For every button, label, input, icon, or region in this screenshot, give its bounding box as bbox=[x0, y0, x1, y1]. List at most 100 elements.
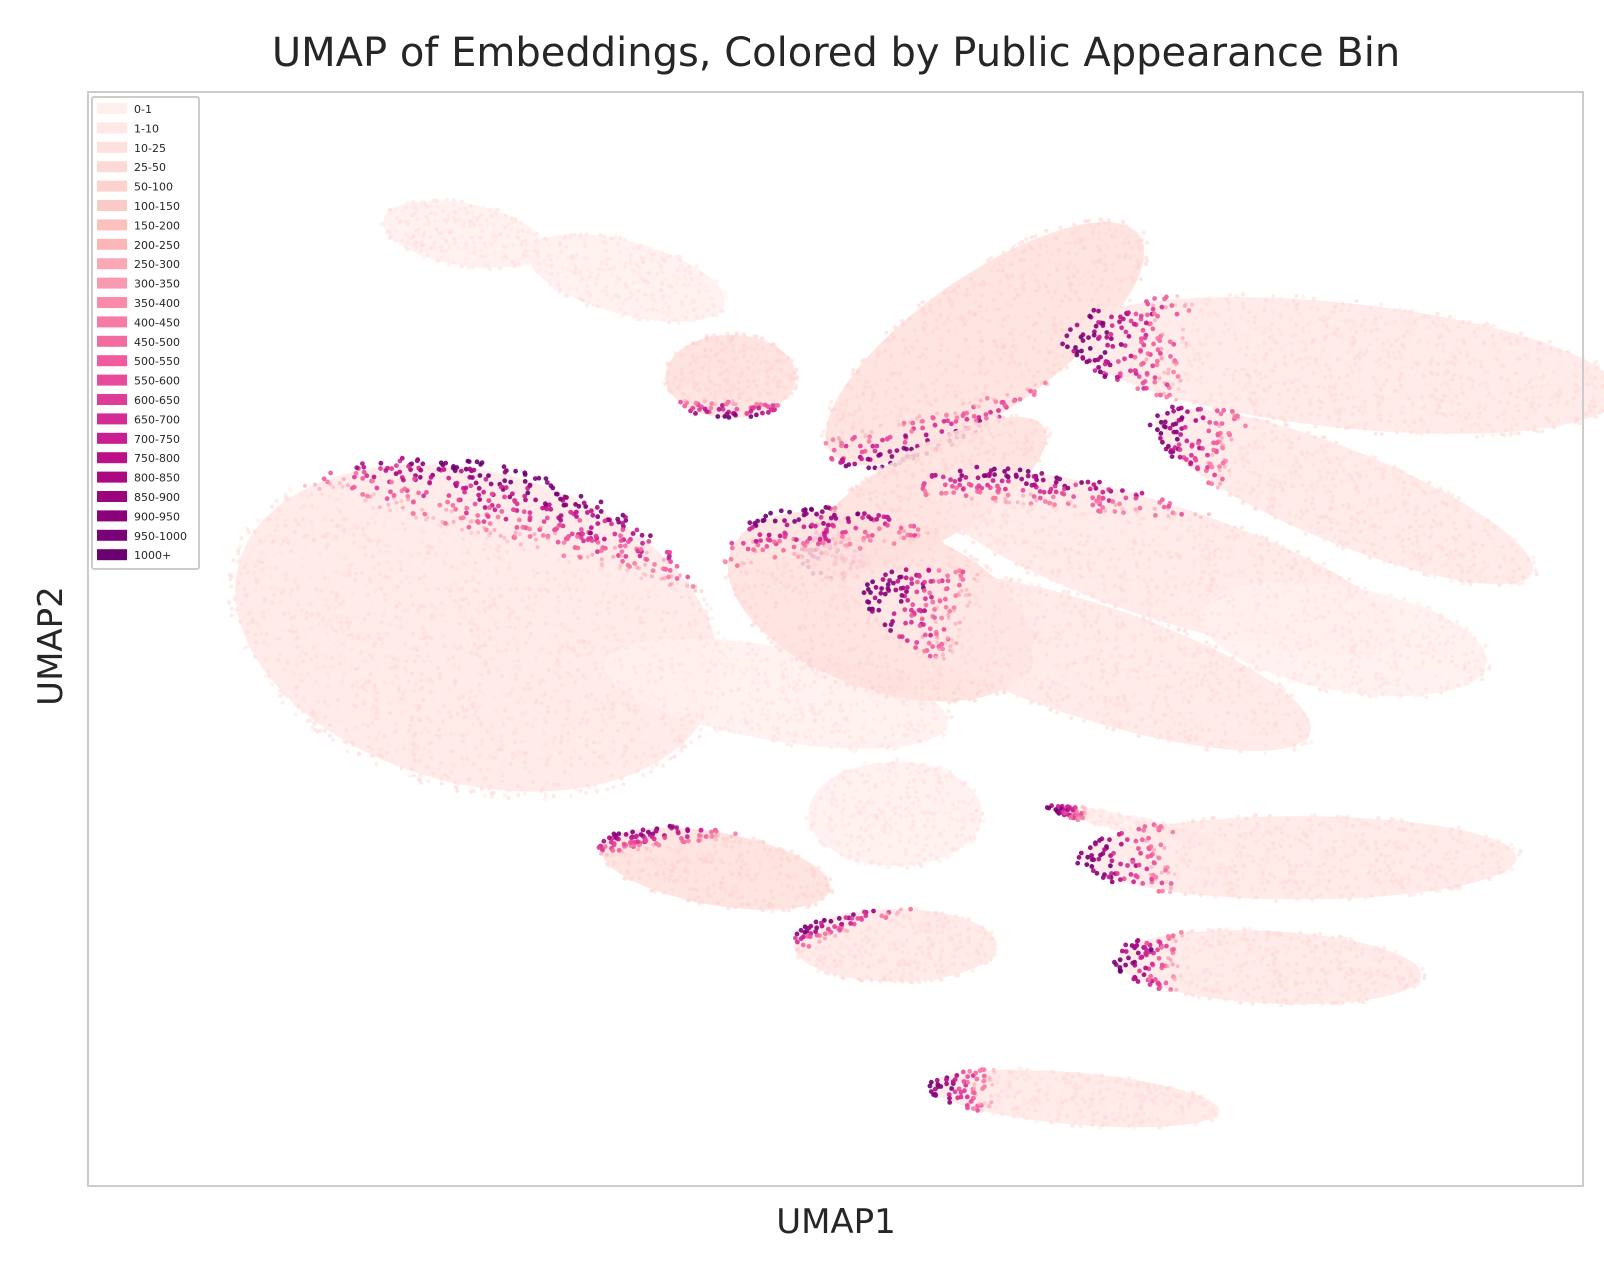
data-point bbox=[1152, 318, 1157, 323]
data-point bbox=[432, 219, 437, 224]
data-point bbox=[951, 363, 956, 368]
data-point bbox=[1259, 376, 1264, 381]
data-point bbox=[589, 271, 594, 276]
data-point bbox=[1133, 276, 1138, 281]
data-point bbox=[1049, 336, 1054, 341]
data-point bbox=[276, 537, 281, 541]
data-point bbox=[1488, 324, 1493, 329]
data-point bbox=[1099, 218, 1104, 222]
data-point bbox=[941, 382, 946, 387]
data-point bbox=[1537, 357, 1542, 362]
data-point bbox=[920, 300, 925, 305]
data-point bbox=[563, 238, 568, 243]
data-point bbox=[1083, 272, 1087, 277]
data-point bbox=[1252, 298, 1257, 303]
data-point bbox=[904, 338, 909, 343]
data-point bbox=[640, 259, 645, 264]
data-point bbox=[946, 346, 951, 351]
data-point bbox=[973, 403, 978, 408]
data-point bbox=[427, 666, 431, 671]
data-point bbox=[542, 797, 547, 802]
data-point bbox=[1076, 282, 1081, 287]
data-point bbox=[637, 627, 642, 632]
data-point bbox=[1393, 356, 1398, 361]
data-point bbox=[1299, 357, 1304, 362]
data-point bbox=[1113, 229, 1118, 233]
data-point bbox=[713, 389, 718, 394]
data-point bbox=[1271, 412, 1276, 417]
data-point bbox=[232, 595, 237, 600]
data-point bbox=[395, 216, 400, 221]
data-point bbox=[659, 279, 664, 284]
data-point bbox=[689, 740, 694, 745]
data-point bbox=[1193, 315, 1198, 320]
data-point bbox=[708, 405, 714, 411]
data-point bbox=[1483, 381, 1488, 385]
data-point bbox=[665, 370, 670, 375]
data-point bbox=[1159, 346, 1164, 351]
data-point bbox=[268, 564, 273, 569]
data-point bbox=[1103, 262, 1108, 267]
data-point bbox=[499, 673, 504, 678]
data-point bbox=[1068, 327, 1073, 332]
data-point bbox=[786, 356, 791, 360]
data-point bbox=[1227, 292, 1232, 297]
data-point bbox=[957, 453, 962, 458]
data-point bbox=[978, 282, 983, 287]
data-point bbox=[1200, 361, 1205, 366]
data-point bbox=[1033, 455, 1037, 460]
data-point bbox=[551, 246, 556, 251]
data-point bbox=[690, 299, 695, 304]
data-point bbox=[1429, 413, 1434, 418]
data-point bbox=[560, 261, 565, 265]
data-point bbox=[498, 232, 503, 237]
data-point bbox=[1019, 447, 1024, 452]
data-point bbox=[1051, 327, 1056, 332]
data-point bbox=[918, 504, 923, 509]
data-point bbox=[916, 457, 921, 461]
data-point bbox=[734, 333, 739, 338]
data-point bbox=[1357, 310, 1362, 315]
data-point bbox=[1549, 351, 1554, 356]
data-point bbox=[678, 399, 683, 405]
data-point bbox=[264, 553, 269, 558]
data-point bbox=[1051, 370, 1055, 375]
data-point bbox=[978, 398, 983, 403]
data-point bbox=[1283, 343, 1287, 347]
data-point bbox=[406, 679, 411, 684]
data-point bbox=[1266, 396, 1270, 401]
data-point bbox=[1117, 371, 1123, 376]
data-point bbox=[1389, 413, 1393, 418]
data-point bbox=[593, 697, 598, 702]
data-point bbox=[1367, 342, 1372, 347]
data-point bbox=[602, 304, 607, 309]
data-point bbox=[1534, 383, 1539, 388]
data-point bbox=[1124, 223, 1129, 228]
data-point bbox=[1103, 225, 1108, 230]
data-point bbox=[1431, 320, 1436, 325]
data-point bbox=[532, 242, 537, 247]
data-point bbox=[691, 357, 696, 362]
data-point bbox=[865, 456, 871, 462]
data-point bbox=[1237, 394, 1242, 399]
data-point bbox=[839, 402, 844, 407]
data-point bbox=[502, 494, 507, 500]
data-point bbox=[867, 491, 872, 496]
data-point bbox=[439, 523, 444, 528]
data-point bbox=[1096, 365, 1101, 370]
data-point bbox=[477, 241, 482, 246]
data-point bbox=[883, 349, 888, 354]
data-point bbox=[699, 272, 704, 276]
data-point bbox=[897, 494, 902, 499]
data-point bbox=[988, 409, 993, 415]
data-point bbox=[1293, 390, 1298, 395]
data-point bbox=[428, 209, 433, 213]
data-point bbox=[555, 595, 560, 600]
data-point bbox=[1122, 356, 1127, 362]
data-point bbox=[1248, 393, 1252, 398]
data-point bbox=[558, 583, 563, 588]
data-point bbox=[682, 376, 687, 381]
data-point bbox=[1404, 329, 1409, 334]
data-point bbox=[733, 412, 738, 418]
data-point bbox=[1319, 369, 1324, 374]
